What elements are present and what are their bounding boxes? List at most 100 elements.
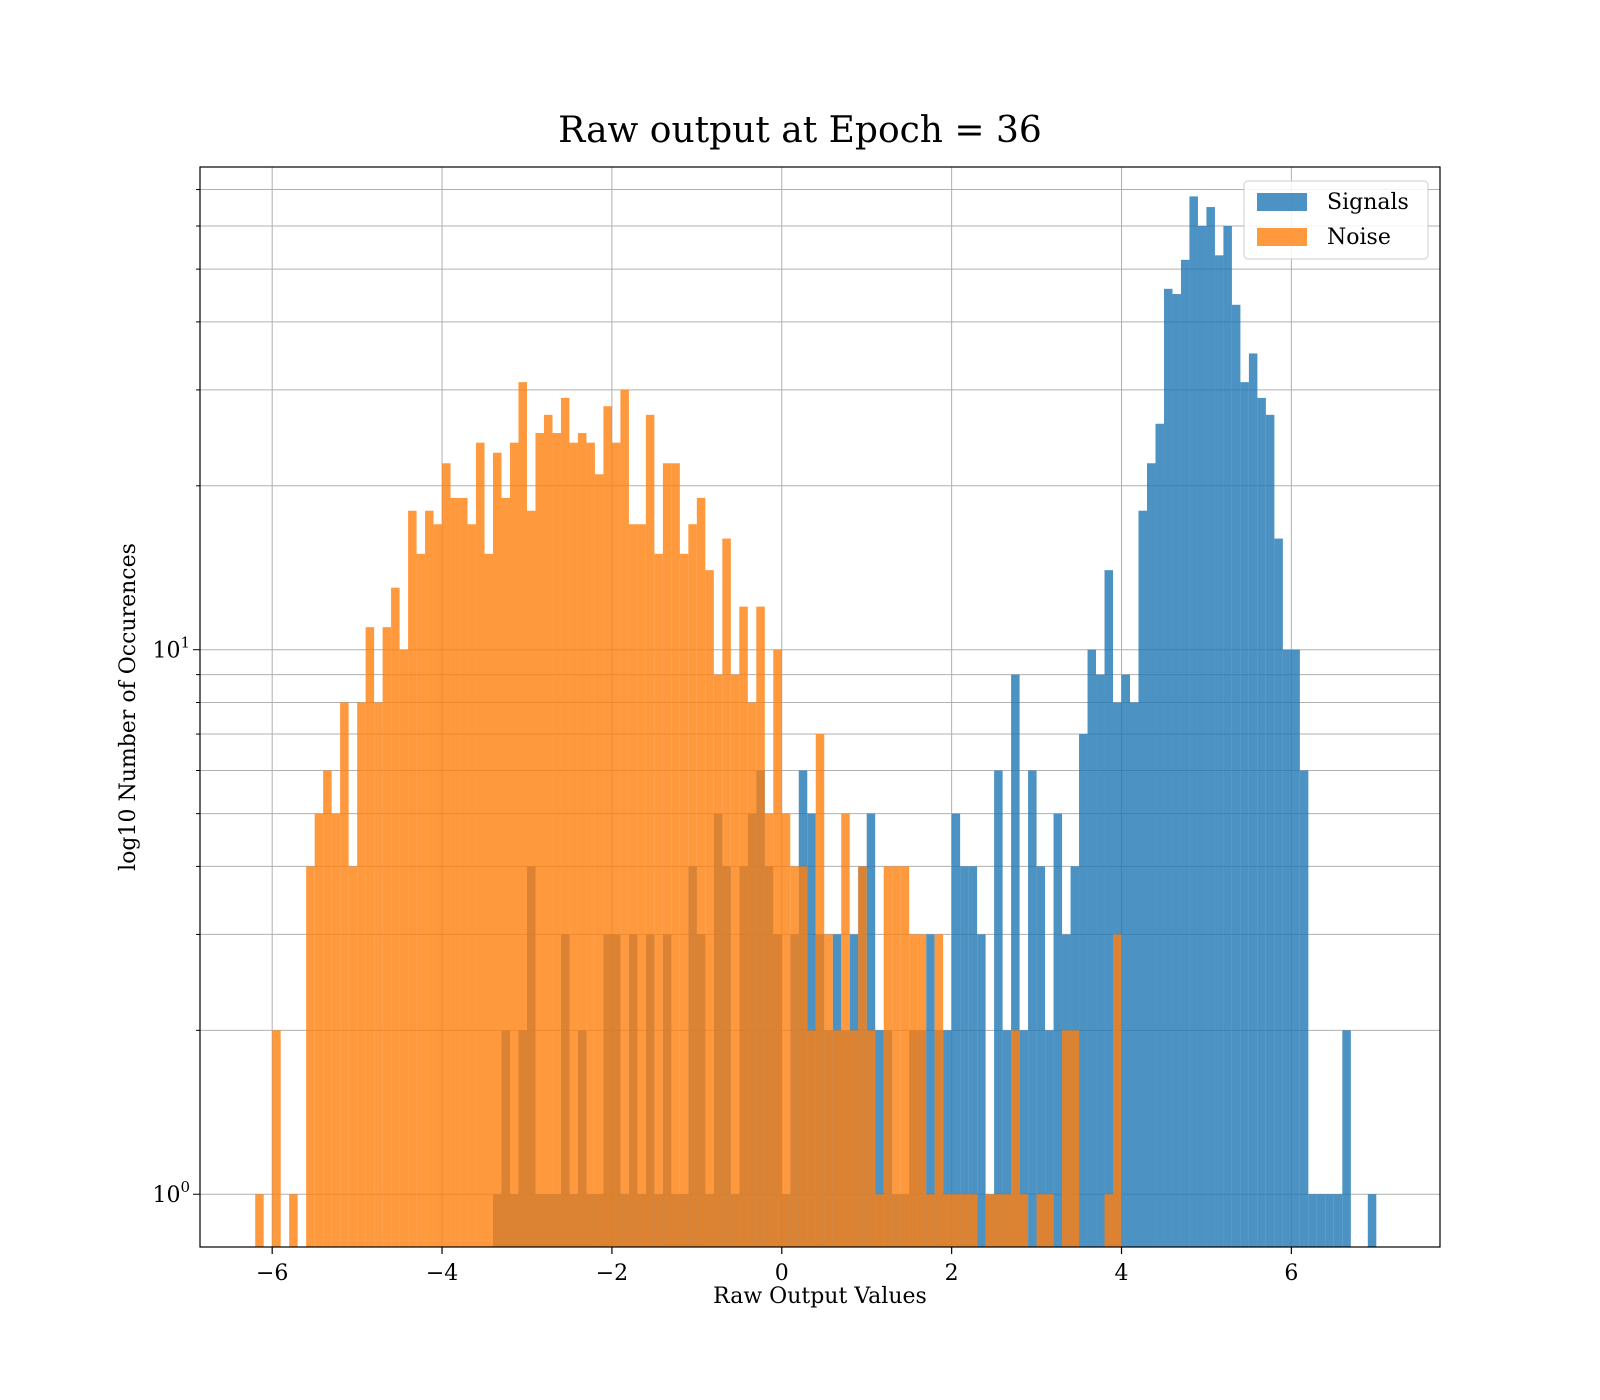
noise-bar: [382, 627, 392, 1247]
signals-bar: [1087, 649, 1097, 1247]
signals-bar: [1325, 1194, 1334, 1247]
noise-bar: [459, 497, 468, 1247]
noise-bar: [909, 934, 918, 1247]
signals-bar: [1197, 225, 1207, 1247]
noise-bar: [577, 433, 587, 1247]
signals-bar: [1316, 1194, 1326, 1247]
noise-bar: [917, 934, 927, 1247]
noise-bar: [467, 524, 477, 1247]
noise-bar: [662, 463, 672, 1247]
signals-bar: [1282, 649, 1292, 1247]
legend-swatch-noise: [1257, 228, 1307, 246]
signals-bar: [1138, 510, 1147, 1247]
chart-title: Raw output at Epoch = 36: [558, 110, 1042, 151]
noise-bar: [858, 866, 867, 1247]
noise-bar: [866, 1030, 876, 1247]
noise-bar: [323, 770, 332, 1247]
noise-bar: [900, 866, 910, 1247]
noise-bar: [416, 553, 426, 1247]
noise-bar: [1002, 1194, 1012, 1247]
noise-bar: [654, 553, 663, 1247]
y-tick-label: 101: [152, 634, 190, 664]
signals-bar: [1045, 1030, 1054, 1247]
noise-bar: [476, 442, 485, 1247]
noise-bar: [543, 414, 553, 1247]
noise-bar: [679, 553, 689, 1247]
signals-bar: [875, 1030, 884, 1247]
noise-bar: [722, 538, 731, 1247]
plot-frame: [199, 166, 1441, 1248]
noise-bar: [526, 510, 536, 1247]
x-tick-label: −2: [596, 1261, 628, 1286]
noise-bar: [340, 702, 349, 1247]
noise-bar: [807, 1030, 816, 1247]
noise-bar: [1045, 1194, 1054, 1247]
noise-bar: [968, 1194, 978, 1247]
signals-bar: [951, 813, 961, 1247]
signals-bar: [1274, 538, 1283, 1247]
noise-bar: [628, 524, 638, 1247]
noise-bar: [442, 463, 451, 1247]
noise-bar: [688, 524, 697, 1247]
noise-bar: [603, 406, 612, 1247]
signals-bar: [1036, 866, 1046, 1247]
noise-bar: [586, 442, 595, 1247]
noise-bar: [374, 702, 383, 1247]
noise-bar: [306, 866, 315, 1247]
noise-bar: [739, 606, 748, 1247]
noise-bar: [1062, 1030, 1071, 1247]
noise-bar: [552, 433, 561, 1247]
noise-bar: [365, 627, 375, 1247]
signals-bar: [1121, 674, 1130, 1247]
noise-bar: [1011, 1030, 1020, 1247]
noise-bar: [790, 866, 799, 1247]
noise-bar: [705, 570, 714, 1247]
noise-bar: [798, 866, 808, 1247]
noise-bar: [425, 510, 434, 1247]
signals-bar: [1265, 414, 1275, 1247]
signals-bar: [1240, 382, 1249, 1247]
signals-bar: [1248, 353, 1258, 1247]
noise-bar: [348, 866, 358, 1247]
x-axis-label: Raw Output Values: [713, 1284, 927, 1309]
noise-bar: [696, 497, 706, 1247]
noise-bar: [391, 587, 400, 1247]
noise-bar: [875, 1194, 884, 1247]
signals-bar: [1333, 1194, 1343, 1247]
noise-bar: [781, 813, 791, 1247]
noise-bar: [620, 389, 629, 1247]
y-axis-ticks: 100 101: [152, 189, 200, 1208]
x-tick-label: 2: [945, 1261, 959, 1286]
noise-bar: [510, 442, 519, 1247]
signals-bar: [1231, 304, 1241, 1247]
noise-bar: [535, 433, 544, 1247]
signals-bar: [1096, 674, 1105, 1247]
noise-bar: [484, 553, 494, 1247]
noise-bar: [357, 702, 366, 1247]
noise-bar: [1019, 1194, 1029, 1247]
signals-bar: [1155, 423, 1164, 1247]
signals-bar: [1172, 294, 1181, 1247]
x-tick-label: −4: [426, 1261, 458, 1286]
signals-bar: [1019, 1030, 1029, 1247]
signals-bar: [943, 1030, 952, 1247]
noise-bar: [934, 934, 944, 1247]
x-tick-label: 4: [1115, 1261, 1129, 1286]
signals-bar: [1367, 1194, 1377, 1247]
noise-bar: [892, 866, 901, 1247]
signals-bar: [1223, 225, 1232, 1247]
noise-bar: [569, 442, 578, 1247]
noise-bar: [832, 1030, 842, 1247]
signals-bar: [977, 934, 986, 1247]
noise-bar: [450, 497, 460, 1247]
y-axis-label: log10 Number of Occurences: [116, 543, 141, 871]
noise-bar: [399, 649, 409, 1247]
signals-bar: [1079, 734, 1088, 1247]
noise-bar: [764, 813, 774, 1247]
noise-bar: [926, 1194, 935, 1247]
x-tick-label: −6: [256, 1261, 288, 1286]
signals-bar: [1342, 1030, 1351, 1247]
x-tick-label: 0: [775, 1261, 789, 1286]
signals-bar: [1104, 570, 1114, 1247]
